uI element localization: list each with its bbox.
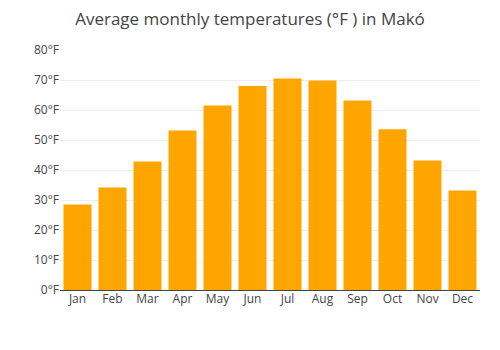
svg-text:60°F: 60°F [34, 101, 59, 118]
svg-text:70°F: 70°F [34, 71, 59, 88]
svg-text:Sep: Sep [347, 290, 368, 307]
svg-text:Feb: Feb [102, 290, 122, 307]
svg-text:Average monthly temperatures (: Average monthly temperatures (°F ) in Ma… [75, 7, 425, 30]
svg-text:Jul: Jul [280, 290, 295, 307]
svg-text:Jun: Jun [243, 290, 262, 307]
svg-text:80°F: 80°F [34, 41, 59, 58]
svg-text:Mar: Mar [136, 290, 158, 307]
svg-text:Jan: Jan [68, 290, 86, 307]
svg-text:Oct: Oct [383, 290, 402, 307]
svg-text:0°F: 0°F [41, 281, 59, 298]
svg-text:40°F: 40°F [34, 161, 59, 178]
svg-text:Aug: Aug [312, 290, 334, 307]
svg-text:May: May [206, 290, 230, 307]
svg-text:Nov: Nov [416, 290, 438, 307]
svg-text:50°F: 50°F [34, 131, 59, 148]
svg-text:Apr: Apr [173, 290, 193, 307]
svg-text:20°F: 20°F [34, 221, 59, 238]
svg-text:30°F: 30°F [34, 191, 59, 208]
svg-text:10°F: 10°F [34, 251, 59, 268]
svg-text:Dec: Dec [452, 290, 473, 307]
